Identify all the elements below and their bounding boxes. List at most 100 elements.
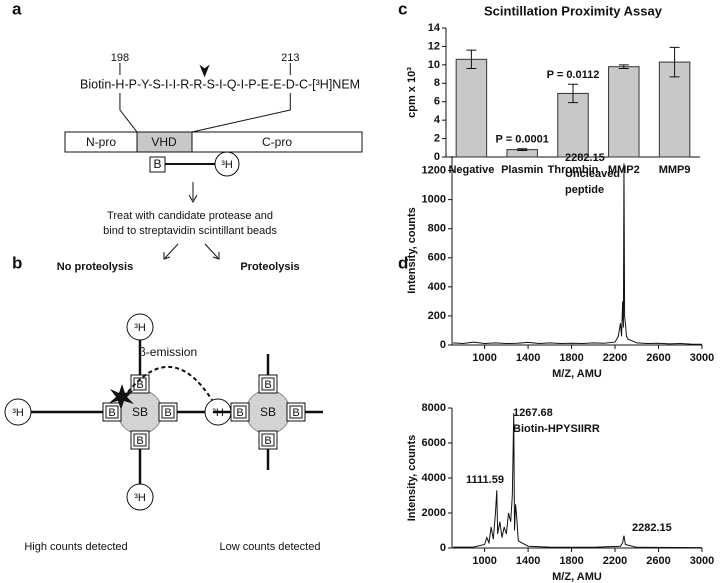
x-tick-label: 1400 xyxy=(516,555,540,567)
y-tick-label: 8000 xyxy=(422,402,446,414)
x-tick-label: 2600 xyxy=(646,352,670,364)
x-tick-label: 2200 xyxy=(603,555,627,567)
x-tick-label: Negative xyxy=(448,164,494,176)
biotin-label: B xyxy=(164,407,171,419)
bar xyxy=(455,58,488,158)
tritium-circle xyxy=(126,483,154,511)
y-tick-label: 1000 xyxy=(422,194,446,206)
peak-label: peptide xyxy=(565,184,604,196)
peak-label: Biotin-HPYSIIRR xyxy=(513,423,600,435)
peak-label: Uncleaved xyxy=(565,168,620,180)
error-bar xyxy=(568,83,578,104)
biotin-label: B xyxy=(136,435,143,447)
peptide-sequence: Biotin-H-P-Y-S-I-I-R-R-S-I-Q-I-P-E-E-D-C… xyxy=(80,77,360,91)
domain-label: C-pro xyxy=(262,135,292,149)
y-tick-label: 0 xyxy=(440,339,446,351)
y-tick-label: 0 xyxy=(434,151,440,163)
emission-star xyxy=(109,384,134,410)
biotin-box-inner xyxy=(161,405,175,419)
error-bar xyxy=(669,46,680,78)
x-tick-label: 2200 xyxy=(603,352,627,364)
error-bar xyxy=(618,64,629,70)
connector xyxy=(191,93,291,133)
x-tick-label: 2600 xyxy=(646,555,670,567)
peak-label: 2282.15 xyxy=(565,152,605,164)
y-tick-label: 4 xyxy=(434,114,441,126)
x-tick-label: 1400 xyxy=(516,352,540,364)
domain-label: N-pro xyxy=(86,135,116,149)
x-axis-label: M/Z, AMU xyxy=(552,571,602,583)
arrow-head xyxy=(163,252,171,260)
y-tick-label: 2 xyxy=(434,132,440,144)
biotin-label: B xyxy=(264,379,271,391)
tritium-label: ³H xyxy=(221,159,233,171)
branch-label: No proteolysis xyxy=(57,261,133,273)
tritium-circle xyxy=(4,398,32,426)
panel-label: a xyxy=(12,0,22,18)
y-tick-label: 12 xyxy=(428,40,440,52)
result-text: High counts detected xyxy=(24,541,127,553)
peak-label: 2282.15 xyxy=(632,522,672,534)
x-axis-label: M/Z, AMU xyxy=(552,368,602,380)
y-tick-label: 200 xyxy=(428,310,446,322)
emission-label: β-emission xyxy=(139,345,197,359)
error-bar xyxy=(466,49,477,70)
y-tick-label: 10 xyxy=(428,59,440,71)
panel-label: d xyxy=(398,253,408,272)
peak-label: 1267.68 xyxy=(513,407,553,419)
y-tick-label: 6000 xyxy=(422,437,446,449)
connector xyxy=(119,93,138,133)
panel-label: b xyxy=(12,253,22,272)
arrow xyxy=(164,243,179,259)
biotin-box-inner xyxy=(289,405,303,419)
bar xyxy=(608,66,640,158)
y-tick-label: 6 xyxy=(434,96,440,108)
bead-label: SB xyxy=(132,405,148,419)
arrow xyxy=(204,243,219,259)
y-tick-label: 2000 xyxy=(422,507,446,519)
arrow-head xyxy=(188,194,198,204)
bead-label: SB xyxy=(260,405,276,419)
x-tick-label: MMP9 xyxy=(659,164,691,176)
arrow-head xyxy=(212,252,220,260)
y-tick-label: 1200 xyxy=(422,164,446,176)
y-tick-label: 14 xyxy=(428,22,441,34)
result-text: Low counts detected xyxy=(220,541,321,553)
emission-arc xyxy=(127,366,213,401)
x-tick-label: 1000 xyxy=(472,555,496,567)
p-value: P = 0.0001 xyxy=(496,134,549,146)
y-axis-label: cpm x 10³ xyxy=(406,67,418,118)
residue-number: 213 xyxy=(281,52,299,64)
biotin-label: B xyxy=(108,407,115,419)
y-tick-label: 600 xyxy=(428,252,446,264)
y-tick-label: 0 xyxy=(440,542,446,554)
biotin-box-inner xyxy=(133,433,147,447)
y-axis-label: Intensity, counts xyxy=(406,207,418,294)
panel-label: c xyxy=(398,0,407,18)
biotin-box xyxy=(149,156,166,173)
tritium-label: ³H xyxy=(134,492,146,504)
connectors xyxy=(119,63,291,133)
biotin-box-inner xyxy=(261,377,275,391)
biotin-label: B xyxy=(236,407,243,419)
biotin-box-inner xyxy=(105,405,119,419)
tritium-circle xyxy=(214,151,240,177)
x-tick-label: 1800 xyxy=(559,555,583,567)
biotin-label: B xyxy=(136,379,143,391)
biotin-label: B xyxy=(264,435,271,447)
domain-label: VHD xyxy=(151,135,177,149)
spectrum xyxy=(453,163,703,345)
y-tick-label: 800 xyxy=(428,223,446,235)
error-bar xyxy=(517,148,528,152)
y-tick-label: 400 xyxy=(428,281,446,293)
domain-box xyxy=(191,131,363,153)
x-tick-label: 3000 xyxy=(690,555,714,567)
x-tick-label: Thrombin xyxy=(548,164,599,176)
biotin-label: B xyxy=(153,157,161,171)
y-tick-label: 4000 xyxy=(422,472,446,484)
x-tick-label: Plasmin xyxy=(501,164,543,176)
y-tick-label: 8 xyxy=(434,77,440,89)
spectrum xyxy=(453,413,703,549)
x-tick-label: 1800 xyxy=(559,352,583,364)
